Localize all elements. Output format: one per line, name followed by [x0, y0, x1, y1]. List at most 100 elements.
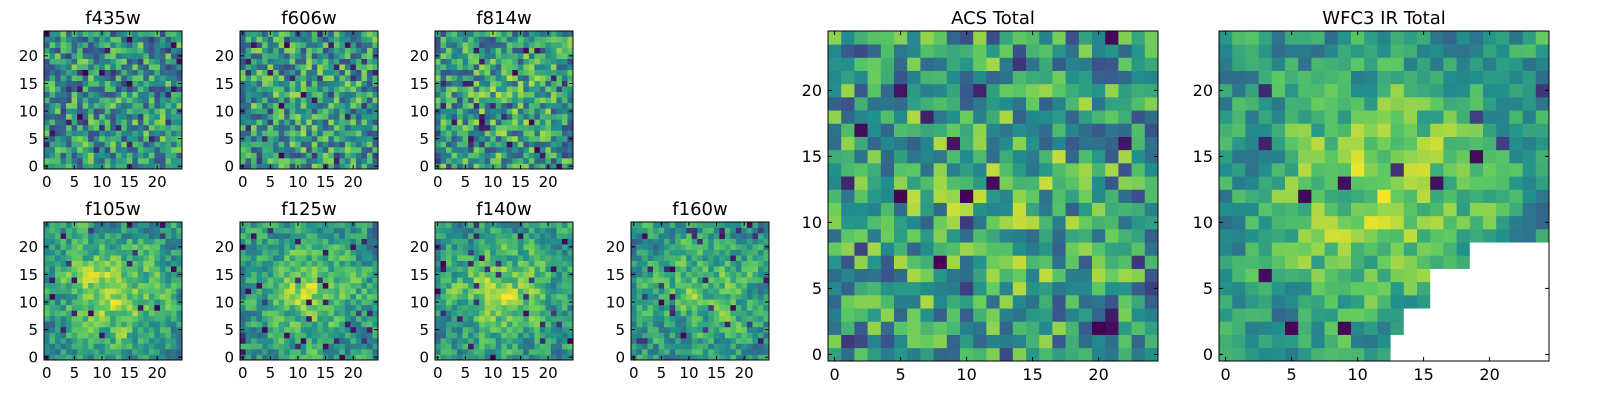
heatmap-cell — [539, 304, 546, 311]
heatmap-cell — [719, 233, 726, 239]
heatmap-cell — [55, 321, 61, 328]
heatmap-cell — [512, 304, 519, 311]
heatmap-cell — [490, 321, 497, 328]
heatmap-cell — [664, 348, 670, 355]
heatmap-cell — [344, 354, 351, 361]
x-tick-label: 0 — [238, 364, 248, 382]
heatmap-cell — [126, 244, 133, 250]
heatmap-cell — [735, 244, 742, 250]
heatmap-cell — [143, 119, 150, 126]
heatmap-cell — [311, 282, 318, 289]
heatmap-cell — [126, 277, 133, 284]
heatmap-cell — [550, 266, 557, 273]
heatmap-cell — [550, 102, 557, 109]
heatmap-cell — [295, 238, 302, 245]
heatmap-cell — [501, 354, 508, 361]
heatmap-cell — [479, 152, 486, 159]
heatmap-cell — [148, 135, 155, 142]
heatmap-cell — [44, 343, 50, 350]
heatmap-cell — [350, 157, 357, 164]
heatmap-cell — [752, 332, 759, 339]
heatmap-cell — [176, 157, 183, 164]
heatmap-cell — [506, 64, 513, 70]
heatmap-cell — [245, 69, 252, 76]
heatmap-cell — [295, 91, 302, 98]
heatmap-cell — [724, 227, 731, 234]
heatmap-cell — [99, 42, 106, 48]
x-tick-label: 20 — [148, 364, 167, 382]
heatmap-cell — [137, 157, 144, 164]
heatmap-cell — [322, 321, 329, 328]
heatmap-cell — [550, 64, 557, 70]
heatmap-cell — [306, 304, 313, 311]
heatmap-cell — [1144, 347, 1159, 362]
heatmap-cell — [372, 332, 379, 339]
heatmap-cell — [506, 146, 513, 153]
heatmap-cell — [920, 215, 934, 230]
heatmap-cell — [490, 255, 497, 261]
heatmap-cell — [159, 75, 166, 82]
y-tick-label: 0 — [224, 349, 234, 367]
heatmap-cell — [104, 266, 111, 273]
heatmap-cell — [631, 260, 637, 267]
heatmap-cell — [484, 288, 491, 295]
heatmap-cell — [361, 80, 368, 87]
heatmap-cell — [110, 348, 117, 355]
heatmap-cell — [256, 266, 263, 273]
heatmap-cell — [132, 332, 139, 339]
heatmap-cell — [1118, 242, 1132, 256]
heatmap-cell — [841, 334, 855, 349]
heatmap-cell — [110, 354, 117, 361]
heatmap-cell — [55, 75, 61, 82]
heatmap-cell — [561, 299, 568, 306]
heatmap-cell — [880, 242, 895, 256]
heatmap-cell — [986, 255, 1000, 269]
heatmap-cell — [295, 249, 302, 256]
heatmap-cell — [697, 332, 704, 339]
heatmap-cell — [451, 332, 458, 339]
heatmap-cell — [495, 64, 502, 70]
heatmap-cell — [999, 215, 1014, 230]
heatmap-cell — [713, 337, 720, 344]
heatmap-cell — [697, 343, 704, 350]
heatmap-cell — [506, 266, 513, 273]
heatmap-cell — [88, 86, 95, 93]
heatmap-cell — [317, 157, 324, 164]
heatmap-cell — [479, 343, 486, 350]
heatmap-cell — [251, 288, 257, 295]
heatmap-cell — [44, 102, 50, 109]
heatmap-cell — [1105, 215, 1119, 230]
heatmap-cell — [240, 58, 246, 65]
heatmap-cell — [165, 36, 172, 43]
heatmap-cell — [372, 152, 379, 159]
heatmap-cell — [55, 163, 61, 170]
heatmap-cell — [295, 102, 302, 109]
heatmap-cell — [446, 97, 452, 104]
heatmap-cell — [435, 42, 441, 48]
heatmap-cell — [658, 277, 665, 284]
heatmap-cell — [763, 337, 770, 344]
heatmap-cell — [1065, 176, 1080, 190]
heatmap-cell — [495, 315, 502, 322]
heatmap-cell — [262, 238, 268, 245]
heatmap-cell — [60, 271, 67, 278]
heatmap-cell — [479, 293, 486, 300]
heatmap-cell — [350, 288, 357, 295]
heatmap-cell — [468, 266, 474, 273]
heatmap-cell — [462, 304, 469, 311]
heatmap-cell — [71, 249, 78, 256]
heatmap-cell — [99, 130, 106, 137]
heatmap-cell — [311, 271, 318, 278]
heatmap-cell — [245, 53, 252, 59]
heatmap-cell — [512, 244, 519, 250]
heatmap-cell — [1039, 202, 1053, 217]
heatmap-cell — [746, 244, 753, 250]
heatmap-cell — [132, 58, 139, 65]
heatmap-cell — [126, 238, 133, 245]
heatmap-cell — [446, 337, 452, 344]
heatmap-cell — [523, 102, 530, 109]
heatmap-cell — [495, 163, 502, 170]
heatmap-cell — [501, 36, 508, 43]
heatmap-cell — [1092, 295, 1106, 309]
heatmap-cell — [366, 293, 373, 300]
